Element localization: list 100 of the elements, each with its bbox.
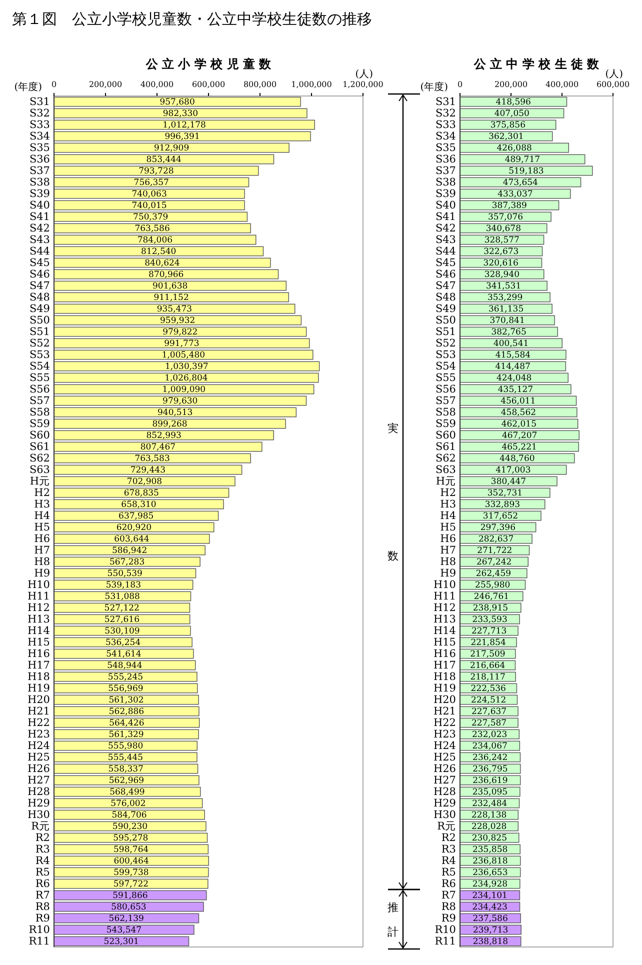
y-tick-label: H13 <box>433 614 456 626</box>
data-label: 433,037 <box>498 190 533 200</box>
y-tick-label: H7 <box>440 544 456 557</box>
y-tick-label: S60 <box>29 430 50 442</box>
data-label: 637,985 <box>118 512 154 522</box>
y-tick-label: H22 <box>27 717 50 730</box>
data-label: 901,638 <box>152 282 188 292</box>
y-tick-label: H14 <box>27 625 50 638</box>
data-label: 982,330 <box>162 109 198 120</box>
bar <box>54 499 224 510</box>
data-label: 543,547 <box>106 926 142 936</box>
data-label: 558,337 <box>108 764 144 775</box>
y-tick-label: S61 <box>29 441 50 454</box>
y-tick-label: S38 <box>29 176 50 189</box>
bar <box>54 166 259 176</box>
data-label: 603,644 <box>114 534 150 545</box>
y-tick-label: H29 <box>433 798 456 810</box>
data-label: 598,764 <box>114 845 149 856</box>
y-tick-label: H22 <box>433 717 456 730</box>
y-tick-label: R5 <box>35 866 50 879</box>
data-label: 550,539 <box>107 569 142 580</box>
y-tick-label: S42 <box>29 222 50 235</box>
y-tick-label: H25 <box>27 752 50 764</box>
y-tick-label: S45 <box>29 257 50 270</box>
data-label: 519,183 <box>508 166 544 177</box>
data-label: 328,940 <box>484 270 520 280</box>
y-tick-label: H4 <box>440 510 456 522</box>
data-label: 1,012,178 <box>162 120 206 131</box>
bar <box>54 280 287 291</box>
data-label: 523,301 <box>104 937 139 948</box>
data-label: 595,278 <box>113 834 148 844</box>
y-tick-label: H27 <box>27 774 50 787</box>
data-label: 382,765 <box>491 328 526 338</box>
data-label: 979,822 <box>162 328 198 338</box>
bar <box>54 740 198 751</box>
y-tick-label: H11 <box>27 590 50 603</box>
bar <box>460 384 572 394</box>
y-tick-label: S42 <box>435 222 456 235</box>
y-tick-label: S37 <box>435 165 456 178</box>
bar <box>460 442 579 452</box>
bar <box>54 890 207 900</box>
bar <box>54 269 279 280</box>
y-tick-label: H11 <box>433 590 456 603</box>
bar <box>54 672 198 682</box>
y-tick-label: H26 <box>27 763 50 776</box>
data-label: 255,980 <box>475 580 510 591</box>
bar <box>54 626 191 636</box>
data-label: 237,586 <box>472 914 508 924</box>
bar <box>54 453 251 464</box>
data-label: 234,101 <box>472 891 508 902</box>
y-tick-label: S63 <box>29 464 50 476</box>
data-label: 580,653 <box>111 902 146 913</box>
y-tick-label: S47 <box>29 280 50 292</box>
data-label: 870,966 <box>148 270 184 280</box>
data-label: 600,464 <box>114 856 149 867</box>
y-tick-label: S39 <box>435 188 456 200</box>
y-tick-label: H5 <box>34 522 50 534</box>
y-tick-label: H20 <box>27 694 50 706</box>
bar <box>54 212 248 222</box>
y-tick-label: H8 <box>440 556 456 568</box>
bar <box>54 350 314 360</box>
y-tick-label: H10 <box>433 579 456 592</box>
data-label: 424,048 <box>496 374 532 384</box>
bar <box>460 464 567 475</box>
y-tick-label: S39 <box>29 188 50 200</box>
data-label: 361,135 <box>488 304 524 315</box>
data-label: 232,484 <box>472 799 508 810</box>
y-tick-label: S32 <box>29 108 50 120</box>
y-tick-label: S46 <box>435 268 456 281</box>
bar <box>54 177 250 188</box>
y-tick-label: S33 <box>435 119 456 132</box>
y-tick-label: H20 <box>433 694 456 706</box>
y-tick-label: H16 <box>433 648 456 660</box>
y-tick-label: S44 <box>29 246 50 258</box>
bar <box>54 913 200 924</box>
data-label: 562,969 <box>108 776 144 786</box>
y-tick-label: H18 <box>433 671 456 684</box>
bar <box>54 292 289 302</box>
data-label: 297,396 <box>480 523 516 534</box>
bar <box>54 372 319 383</box>
data-label: 1,009,090 <box>162 385 206 396</box>
data-label: 235,858 <box>472 845 508 856</box>
y-tick-label: S50 <box>29 314 50 327</box>
y-tick-label: S43 <box>435 234 456 246</box>
data-label: 407,050 <box>494 109 530 120</box>
data-label: 362,301 <box>488 132 524 142</box>
x-tick-label: 0 <box>457 80 463 89</box>
bar <box>54 96 301 107</box>
data-label: 216,664 <box>470 661 506 672</box>
y-tick-label: H30 <box>27 809 50 822</box>
data-label: 750,379 <box>133 212 168 223</box>
bar <box>460 430 580 440</box>
y-tick-label: S57 <box>29 395 50 408</box>
text: 推 <box>388 900 398 914</box>
data-label: 236,818 <box>472 856 508 867</box>
bar <box>54 810 205 820</box>
data-label: 465,221 <box>502 442 537 453</box>
data-label: 370,841 <box>490 316 525 326</box>
data-label: 415,584 <box>495 350 531 361</box>
bar <box>54 775 200 786</box>
